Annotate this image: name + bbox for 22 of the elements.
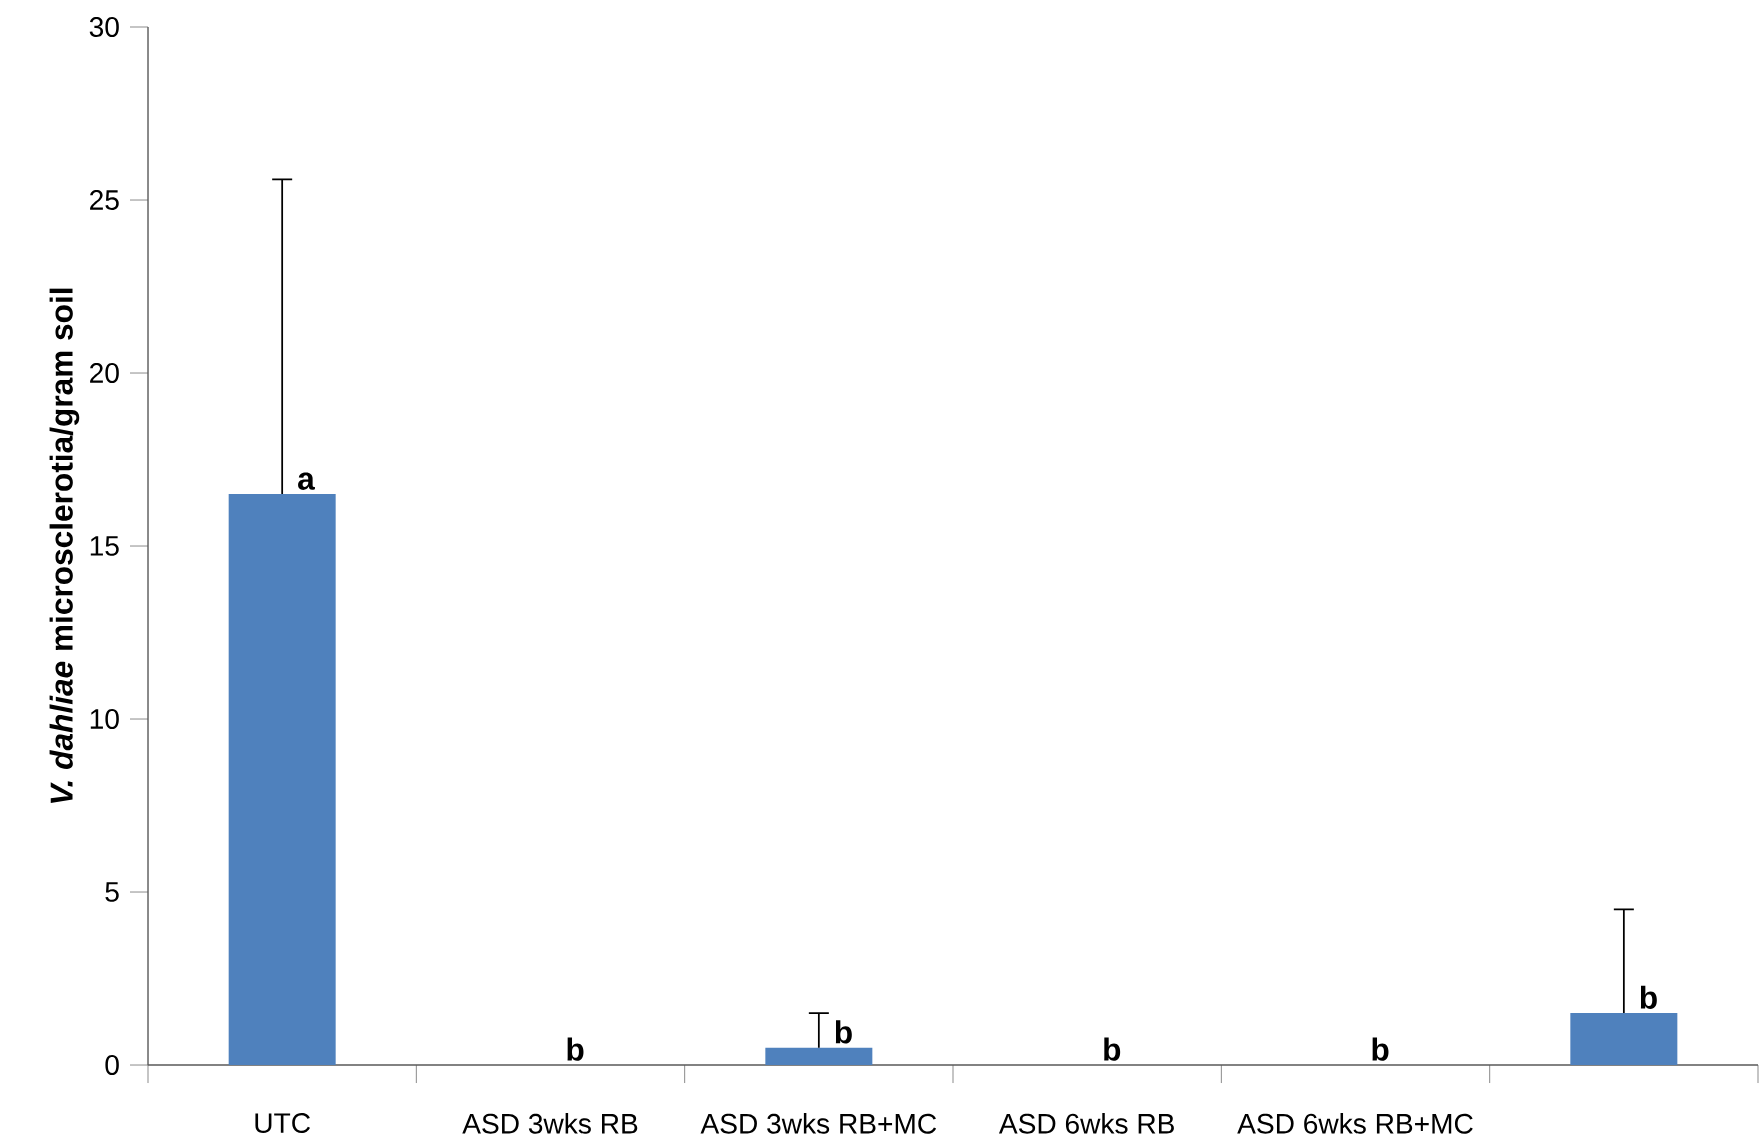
y-tick-label: 15 [90, 536, 119, 556]
y-tick-label: 25 [90, 190, 119, 210]
x-tick-label: UTC [255, 1113, 310, 1133]
bar [1570, 1013, 1678, 1066]
y-axis-title: V. dahliae microsclerotia/gram soil [49, 288, 80, 803]
y-tick-label: 5 [105, 882, 119, 902]
y-tick-label: 30 [89, 17, 119, 37]
y-tick-label: 20 [90, 363, 119, 383]
x-tick-label: ASD 3wks RB [462, 1113, 638, 1134]
annotation: b [1640, 985, 1657, 1009]
x-tick-label: ASD 6wks RB [998, 1113, 1174, 1134]
y-tick-label: 10 [90, 709, 119, 729]
y-tick-label: 0 [105, 1055, 119, 1075]
annotation: b [1372, 1037, 1389, 1061]
bar [765, 1047, 873, 1066]
annotation: b [1104, 1037, 1121, 1061]
bar [228, 494, 336, 1066]
annotation: b [567, 1037, 584, 1061]
x-tick-label: ASD 3wks RB+MC [700, 1113, 937, 1134]
x-tick-label: ASD 6wks RB+MC [1237, 1113, 1473, 1134]
annotation: b [835, 1020, 852, 1044]
annotation: a [298, 472, 315, 490]
